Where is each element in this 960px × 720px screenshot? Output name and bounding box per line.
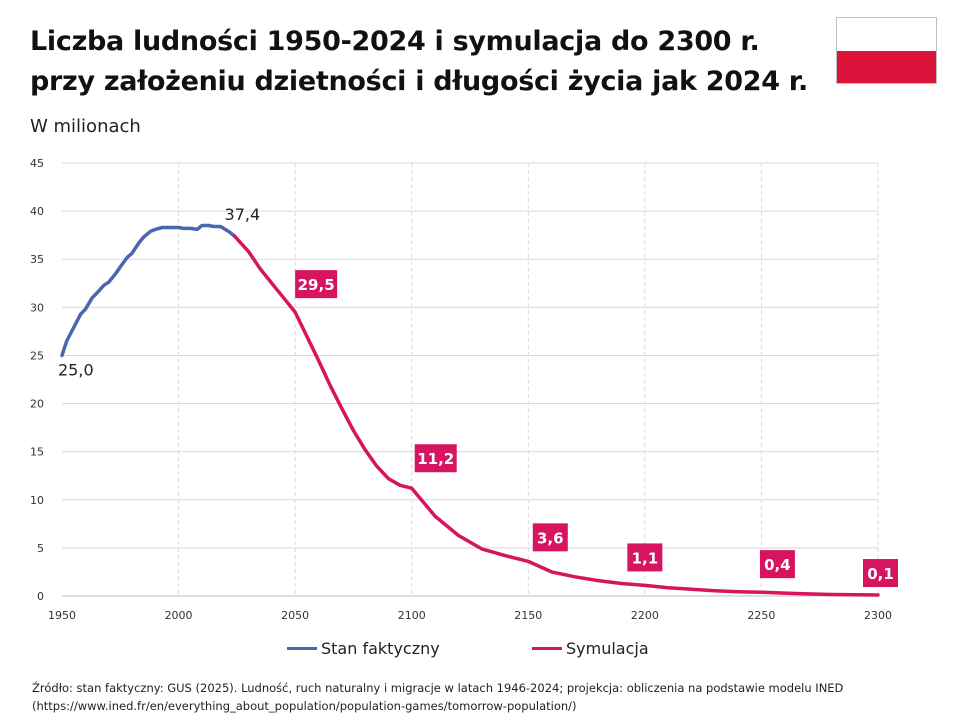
x-tick-label: 2000: [165, 609, 193, 622]
poland-flag-icon: [836, 17, 937, 84]
data-label: 11,2: [417, 450, 454, 468]
data-label-box: [295, 270, 338, 299]
data-label: 0,1: [867, 565, 894, 583]
y-tick-label: 30: [30, 301, 44, 314]
x-tick-label: 2300: [864, 609, 892, 622]
x-tick-label: 2100: [398, 609, 426, 622]
y-tick-label: 40: [30, 205, 44, 218]
flag-white-stripe: [837, 18, 936, 51]
data-label-box: [759, 550, 795, 579]
data-label: 37,4: [225, 205, 261, 224]
legend-label-symulacja: Symulacja: [566, 639, 649, 658]
data-label: 25,0: [58, 360, 94, 379]
y-tick-label: 45: [30, 157, 44, 170]
data-label-box: [532, 523, 568, 552]
data-label-box: [863, 559, 898, 588]
data-label-box: [414, 444, 457, 473]
y-tick-label: 15: [30, 446, 44, 459]
data-label: 1,1: [632, 549, 659, 567]
x-tick-label: 2250: [747, 609, 775, 622]
source-note-line-1: Źródło: stan faktyczny: GUS (2025). Ludn…: [32, 681, 844, 695]
chart-title-line-1: Liczba ludności 1950-2024 i symulacja do…: [30, 26, 760, 57]
chart-title: Liczba ludności 1950-2024 i symulacja do…: [30, 22, 820, 102]
flag-red-stripe: [837, 50, 936, 83]
y-tick-label: 25: [30, 349, 44, 362]
y-tick-label: 10: [30, 494, 44, 507]
series-line-symulacja: [232, 234, 880, 597]
legend-swatch-stan-faktyczny: [287, 647, 317, 650]
x-tick-label: 2150: [514, 609, 542, 622]
x-tick-label: 2200: [631, 609, 659, 622]
series-line-stan-faktyczny: [60, 223, 237, 358]
x-tick-label: 1950: [48, 609, 76, 622]
legend-swatch-symulacja: [532, 647, 562, 650]
x-tick-label: 2050: [281, 609, 309, 622]
y-tick-label: 20: [30, 398, 44, 411]
data-label: 3,6: [537, 529, 564, 547]
legend-item-symulacja: Symulacja: [532, 639, 649, 658]
y-tick-label: 0: [37, 590, 44, 603]
legend-label-stan-faktyczny: Stan faktyczny: [321, 639, 440, 658]
source-note: Źródło: stan faktyczny: GUS (2025). Ludn…: [32, 679, 942, 715]
y-axis-unit-label: W milionach: [30, 116, 141, 137]
y-tick-label: 35: [30, 253, 44, 266]
data-label-box: [627, 543, 663, 572]
data-label: 29,5: [298, 276, 335, 294]
chart-legend: Stan faktyczny Symulacja: [0, 639, 960, 661]
source-note-line-2: (https://www.ined.fr/en/everything_about…: [32, 699, 577, 713]
legend-item-stan-faktyczny: Stan faktyczny: [287, 639, 440, 658]
chart-title-line-2: przy założeniu dzietności i długości życ…: [30, 66, 808, 97]
data-label: 0,4: [764, 556, 791, 574]
y-tick-label: 5: [37, 542, 44, 555]
